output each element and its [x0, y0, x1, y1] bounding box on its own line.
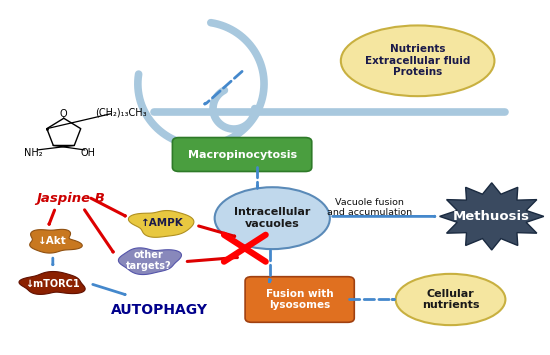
Text: Jaspine B: Jaspine B	[36, 192, 105, 205]
FancyBboxPatch shape	[172, 137, 312, 171]
Polygon shape	[128, 211, 194, 237]
Ellipse shape	[214, 187, 330, 249]
Text: Cellular
nutrients: Cellular nutrients	[422, 289, 479, 310]
Text: NH₂: NH₂	[24, 148, 43, 158]
Text: Nutrients
Extracellular fluid
Proteins: Nutrients Extracellular fluid Proteins	[365, 44, 470, 77]
Polygon shape	[118, 248, 182, 274]
Text: Methuosis: Methuosis	[453, 210, 530, 223]
Text: Intracellular
vacuoles: Intracellular vacuoles	[234, 207, 310, 229]
Text: ↓mTORC1: ↓mTORC1	[25, 279, 80, 289]
Polygon shape	[30, 229, 82, 253]
Ellipse shape	[341, 26, 494, 96]
Text: ↓Akt: ↓Akt	[39, 236, 67, 246]
Ellipse shape	[395, 274, 505, 325]
Text: ↑AMPK: ↑AMPK	[141, 218, 184, 229]
Text: (CH₂)₁₃CH₃: (CH₂)₁₃CH₃	[96, 108, 147, 118]
Text: Vacuole fusion
and accumulation: Vacuole fusion and accumulation	[327, 198, 412, 217]
Polygon shape	[19, 272, 85, 294]
Text: O: O	[60, 109, 68, 119]
Text: AUTOPHAGY: AUTOPHAGY	[111, 303, 208, 317]
Text: Macropinocytosis: Macropinocytosis	[188, 149, 296, 159]
Text: Fusion with
lysosomes: Fusion with lysosomes	[266, 289, 333, 310]
Polygon shape	[439, 183, 544, 250]
FancyBboxPatch shape	[245, 277, 354, 322]
Text: other
targets?: other targets?	[126, 250, 172, 272]
Text: OH: OH	[81, 148, 96, 158]
